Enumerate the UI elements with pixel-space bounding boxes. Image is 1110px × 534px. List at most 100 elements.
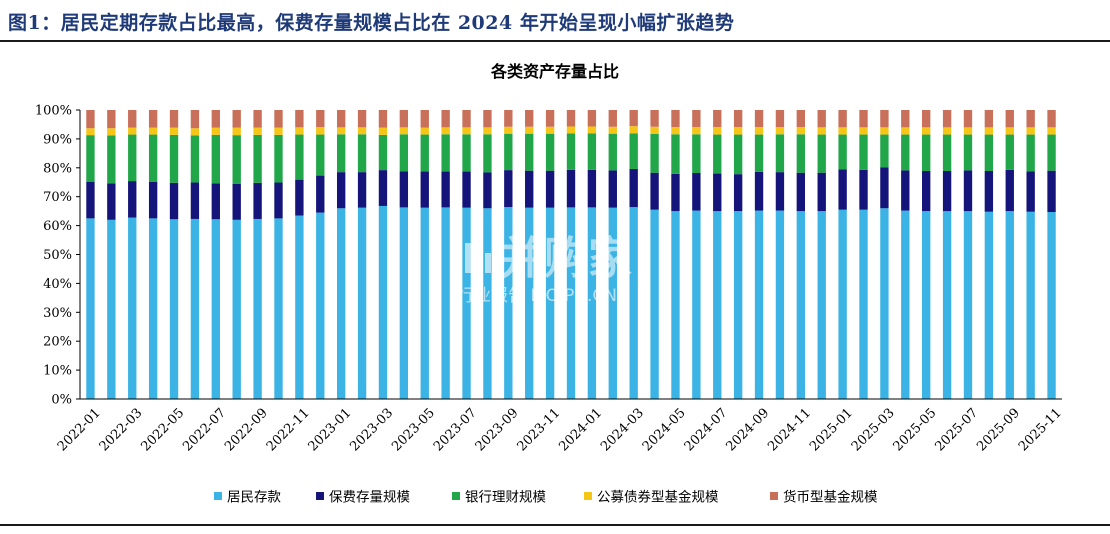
bar-segment xyxy=(462,171,471,208)
bar-segment xyxy=(128,110,137,128)
bar-segment xyxy=(817,110,826,128)
bar-segment xyxy=(754,171,764,211)
bar-segment xyxy=(462,127,471,135)
bar-segment xyxy=(1005,127,1014,135)
x-tick-label: 2024-03 xyxy=(598,406,647,455)
bar-segment xyxy=(984,170,994,212)
bar-segment xyxy=(128,127,137,135)
bar-segment xyxy=(420,110,429,128)
bar-segment xyxy=(441,134,450,172)
bar-segment xyxy=(775,172,785,211)
bar-segment xyxy=(399,171,409,208)
bar-segment xyxy=(838,127,847,135)
bar-segment xyxy=(316,127,325,135)
x-tick-label: 2023-01 xyxy=(306,406,355,455)
bar-segment xyxy=(901,127,910,135)
bar-segment xyxy=(504,170,513,208)
bar-segment xyxy=(963,110,973,128)
bar-segment xyxy=(775,134,785,173)
bar-segment xyxy=(650,133,659,173)
bar-segment xyxy=(232,183,241,220)
bar-segment xyxy=(420,127,429,135)
bar-segment xyxy=(796,172,806,212)
bar-segment xyxy=(420,134,429,172)
bar-segment xyxy=(692,110,701,128)
bar-segment xyxy=(525,170,534,208)
bar-segment xyxy=(838,134,847,170)
bar-segment xyxy=(211,183,220,220)
bar-segment xyxy=(357,134,367,173)
x-tick-label: 2022-09 xyxy=(222,406,271,455)
bar-segment xyxy=(1047,110,1056,128)
bar-segment xyxy=(1047,170,1056,213)
chart-title: 各类资产存量占比 xyxy=(490,62,619,81)
bar-segment xyxy=(378,205,388,399)
bar-segment xyxy=(378,134,388,171)
bar-segment xyxy=(922,211,931,399)
watermark-text: 并购家 xyxy=(500,233,632,284)
bar-segment xyxy=(316,212,325,399)
bar-segment xyxy=(942,110,952,128)
bar-segment xyxy=(107,128,116,136)
bar-segment xyxy=(713,110,722,128)
bar-segment xyxy=(107,110,116,129)
legend-swatch xyxy=(452,492,460,500)
bar-segment xyxy=(838,209,847,399)
bar-segment xyxy=(1047,127,1056,135)
bar-segment xyxy=(817,127,826,135)
legend: 居民存款 保费存量规模 银行理财规模 公募债券型基金规模 货币型基金规模 xyxy=(214,489,878,506)
y-tick-label: 40% xyxy=(43,277,72,292)
bar-segment xyxy=(190,135,200,183)
bar-segment xyxy=(1005,211,1014,399)
x-tick-label: 2025-07 xyxy=(932,406,981,455)
bar-segment xyxy=(796,211,806,399)
bar-segment xyxy=(545,126,555,134)
x-tick-label: 2025-11 xyxy=(1016,406,1065,455)
bar-segment xyxy=(525,110,534,127)
bar-segment xyxy=(148,110,158,128)
bar-segment xyxy=(796,127,806,135)
x-tick-label: 2022-03 xyxy=(97,406,146,455)
bar-segment xyxy=(1026,134,1035,172)
bar-segment xyxy=(169,219,179,399)
bar-segment xyxy=(922,170,931,212)
bar-segment xyxy=(86,128,95,136)
bar-segment xyxy=(399,127,409,135)
bar-segment xyxy=(441,207,450,399)
bar-segment xyxy=(211,127,220,135)
bar-segment xyxy=(671,127,680,135)
bar-segment xyxy=(922,110,931,128)
bar-segment xyxy=(1005,169,1014,212)
bar-segment xyxy=(399,110,409,128)
bar-segment xyxy=(504,133,513,171)
legend-label: 保费存量规模 xyxy=(329,490,410,506)
y-tick-label: 80% xyxy=(43,161,72,176)
bar-segment xyxy=(880,208,889,399)
bar-segment xyxy=(148,127,158,135)
bar-segment xyxy=(336,110,346,128)
bar-segment xyxy=(232,219,241,399)
bar-segment xyxy=(545,133,555,171)
y-tick-label: 0% xyxy=(51,393,72,408)
x-tick-label: 2022-11 xyxy=(264,406,313,455)
bar-segment xyxy=(316,175,325,213)
bar-segment xyxy=(692,127,701,135)
x-tick-label: 2025-01 xyxy=(807,406,856,455)
bar-segment xyxy=(733,110,743,128)
bar-segment xyxy=(650,126,659,134)
bar-segment xyxy=(504,126,513,134)
bar-segment xyxy=(1047,212,1056,399)
bar-segment xyxy=(462,207,471,399)
bar-segment xyxy=(504,207,513,399)
bar-segment xyxy=(942,170,952,212)
bar-segment xyxy=(128,217,137,399)
y-tick-label: 50% xyxy=(43,248,72,263)
bar-segment xyxy=(295,179,304,216)
x-axis: 2022-012022-032022-052022-072022-092022-… xyxy=(55,398,1065,455)
bar-segment xyxy=(128,134,137,182)
bar-segment xyxy=(901,110,910,128)
bar-segment xyxy=(733,211,743,399)
bar-segment xyxy=(922,127,931,135)
bar-segment xyxy=(462,134,471,172)
x-tick-label: 2024-01 xyxy=(556,406,605,455)
